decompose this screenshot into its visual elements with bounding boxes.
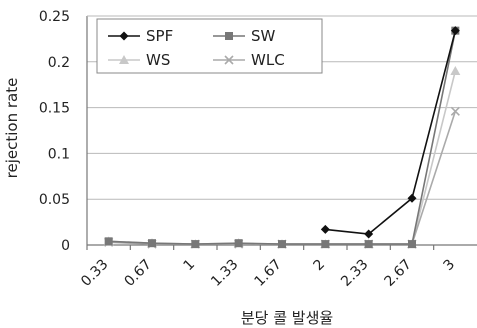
y-tick-label: 0	[61, 238, 70, 254]
x-tick-label: 2	[311, 257, 329, 275]
y-axis-title: rejection rate	[3, 78, 21, 179]
x-tick-label: 1.67	[251, 257, 284, 290]
legend-marker-spf	[119, 31, 129, 41]
x-tick-label: 1.33	[208, 257, 241, 290]
series-line-wlc	[108, 111, 457, 245]
data-point-sw	[408, 240, 416, 249]
legend-box	[96, 18, 323, 74]
series-spf	[320, 26, 460, 239]
legend: SPF SW WS WLC	[96, 18, 323, 74]
x-tick-label: 2.67	[381, 257, 414, 290]
x-marker-stroke	[450, 106, 460, 116]
x-tick-label: 1	[181, 257, 199, 275]
y-tick-label: 0.1	[48, 146, 70, 162]
data-point-ws	[450, 65, 461, 75]
x-tick-label: 2.33	[338, 257, 371, 290]
legend-marker-ws	[119, 55, 129, 64]
legend-marker-wlc	[224, 55, 234, 65]
x-tick-label: 0.33	[78, 257, 111, 290]
series-lines	[103, 26, 461, 249]
data-point-sw	[148, 239, 156, 248]
x-axis-title: 분당 콜 발생율	[241, 309, 333, 327]
series-ws	[103, 65, 461, 249]
data-point-wlc	[450, 106, 460, 116]
legend-label-ws: WS	[146, 51, 170, 69]
legend-label-sw: SW	[251, 27, 276, 45]
series-line-spf	[325, 30, 457, 235]
y-tick-label: 0.15	[39, 101, 70, 117]
legend-label-wlc: WLC	[251, 51, 285, 69]
y-tick-label: 0.25	[39, 9, 70, 25]
data-point-spf	[450, 26, 460, 36]
x-marker-stroke	[224, 55, 234, 65]
data-point-sw	[234, 239, 243, 248]
legend-label-spf: SPF	[146, 27, 173, 45]
data-point-sw	[191, 240, 200, 249]
y-tick-label: 0.2	[48, 55, 70, 71]
legend-marker-sw	[225, 32, 233, 40]
data-point-spf	[320, 224, 330, 234]
series-sw	[104, 26, 460, 249]
data-point-sw	[104, 237, 113, 246]
legend-item-spf: SPF	[108, 27, 173, 45]
y-tick-label: 0.05	[39, 192, 70, 208]
data-point-spf	[364, 229, 374, 239]
series-wlc	[104, 106, 460, 249]
data-point-sw	[321, 240, 330, 249]
data-point-spf	[407, 193, 417, 203]
x-tick-label: 0.67	[121, 257, 154, 290]
legend-item-wlc: WLC	[213, 51, 285, 69]
legend-item-sw: SW	[213, 27, 276, 45]
x-tick-label: 3	[441, 257, 459, 275]
data-point-sw	[278, 240, 286, 249]
data-point-sw	[364, 240, 373, 249]
series-line-ws	[108, 70, 457, 245]
legend-item-ws: WS	[108, 51, 170, 69]
